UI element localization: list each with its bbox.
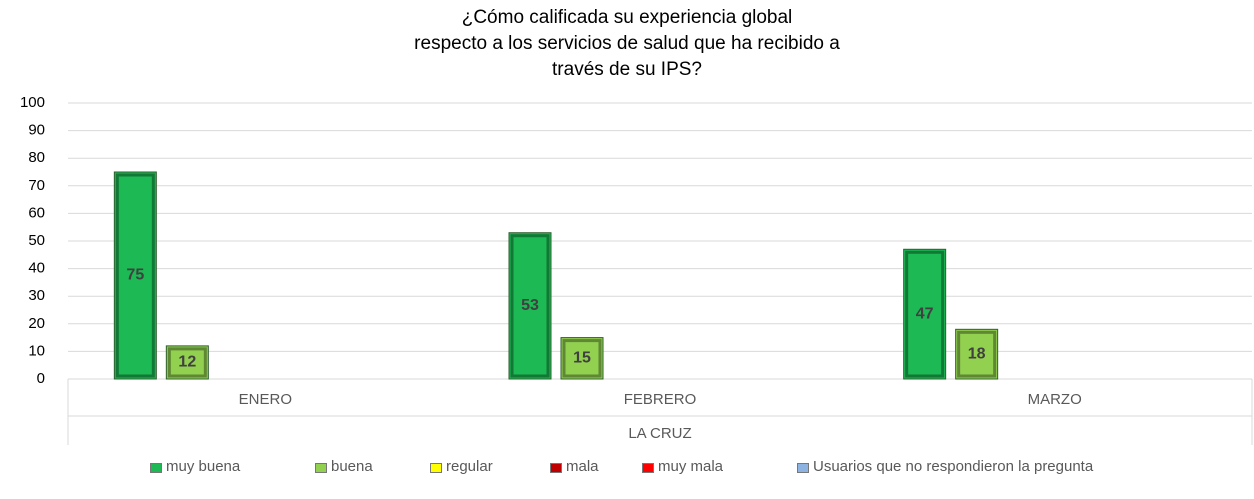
legend-label: muy mala	[658, 458, 724, 475]
bar-bevel	[905, 250, 945, 378]
bar-bevel	[562, 339, 602, 378]
legend-swatch	[797, 463, 809, 473]
bar	[113, 171, 157, 380]
chart-title: ¿Cómo calificada su experiencia global	[462, 7, 793, 28]
legend-swatch	[642, 463, 654, 473]
legend-item: muy mala	[642, 456, 723, 477]
y-tick-label: 10	[28, 342, 45, 359]
y-tick-label: 0	[37, 370, 45, 387]
bar	[903, 248, 947, 380]
legend-item: regular	[430, 456, 493, 477]
data-label: 53	[521, 297, 539, 314]
legend-swatch	[150, 463, 162, 473]
chart-title: través de su IPS?	[552, 59, 702, 80]
x-tick-label: MARZO	[1028, 391, 1082, 408]
legend-swatch	[550, 463, 562, 473]
y-tick-label: 30	[28, 287, 45, 304]
bar-bevel	[167, 347, 207, 378]
legend-label: Usuarios que no respondieron la pregunta	[813, 458, 1094, 475]
legend-swatch	[315, 463, 327, 473]
data-label: 12	[178, 354, 196, 371]
legend-label: regular	[446, 458, 493, 475]
bar-bevel	[510, 234, 550, 378]
y-tick-label: 20	[28, 315, 45, 332]
data-label: 75	[126, 267, 144, 284]
legend: muy buena buena regular mala muy mala Usuario…	[0, 456, 1254, 499]
y-tick-label: 80	[28, 149, 45, 166]
bar	[560, 337, 604, 380]
legend-item: muy buena	[150, 456, 240, 477]
group-label: LA CRUZ	[628, 425, 691, 442]
legend-label: mala	[566, 458, 599, 475]
y-tick-label: 50	[28, 232, 45, 249]
data-label: 47	[916, 305, 934, 322]
legend-label: muy buena	[166, 458, 241, 475]
bar	[508, 232, 552, 380]
bar	[165, 345, 209, 380]
y-tick-label: 70	[28, 177, 45, 194]
data-label: 15	[573, 350, 591, 367]
chart: ¿Cómo calificada su experiencia global re…	[20, 7, 1253, 445]
bar-bevel	[957, 330, 997, 378]
legend-item: buena	[315, 456, 373, 477]
bar	[955, 328, 999, 380]
y-tick-label: 100	[20, 94, 45, 111]
x-tick-label: ENERO	[239, 391, 292, 408]
legend-label: buena	[331, 458, 373, 475]
y-tick-label: 60	[28, 204, 45, 221]
chart-title: respecto a los servicios de salud que ha…	[414, 33, 840, 54]
legend-item: Usuarios que no respondieron la pregunta	[797, 456, 1137, 477]
legend-swatch	[430, 463, 442, 473]
legend-item: mala	[550, 456, 599, 477]
y-tick-label: 40	[28, 260, 45, 277]
data-label: 18	[968, 345, 986, 362]
bar-bevel	[115, 173, 155, 378]
x-tick-label: FEBRERO	[624, 391, 697, 408]
y-tick-label: 90	[28, 122, 45, 139]
